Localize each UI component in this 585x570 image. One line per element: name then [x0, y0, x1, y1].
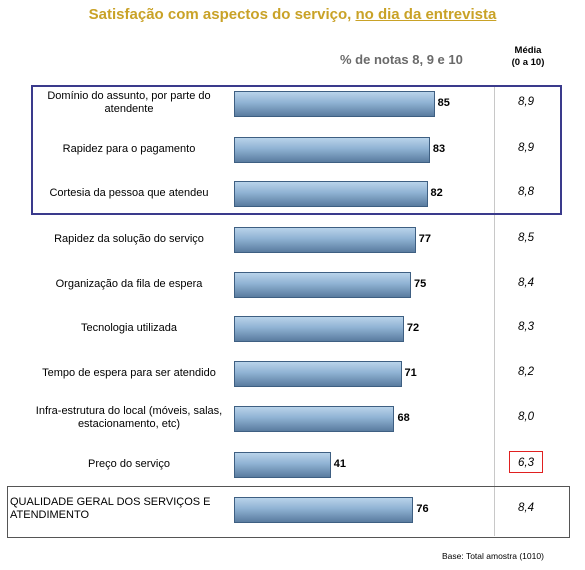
value-label: 41: [333, 458, 346, 470]
category-label: Tecnologia utilizada: [80, 322, 177, 334]
bar: [234, 91, 435, 117]
value-label: 82: [430, 187, 443, 199]
value-label: 85: [437, 97, 450, 109]
bar: [234, 406, 395, 432]
bar: [234, 361, 402, 387]
value-label: 71: [404, 367, 417, 379]
average-header-label: Média: [514, 45, 542, 56]
average-value: 8,8: [518, 186, 534, 198]
bar: [234, 452, 331, 478]
average-value: 8,9: [518, 96, 534, 108]
average-column-header: Média (0 a 10): [500, 45, 556, 69]
bar: [234, 181, 428, 207]
category-label: Cortesia da pessoa que atendeu: [49, 187, 209, 199]
category-label: Preço do serviço: [88, 458, 170, 470]
average-value: 8,2: [518, 366, 534, 378]
category-label: Tempo de espera para ser atendido: [42, 367, 216, 379]
bar: [234, 497, 414, 523]
value-label: 75: [414, 278, 427, 290]
chart-subtitle: % de notas 8, 9 e 10: [340, 52, 463, 67]
column-divider: [494, 85, 495, 536]
average-value: 8,9: [518, 142, 534, 154]
lowest-average-highlight: [509, 451, 543, 473]
bar: [234, 316, 404, 342]
value-label: 68: [397, 412, 410, 424]
category-label: Infra-estrutura do local (móveis, salas,…: [35, 405, 223, 430]
category-label: Domínio do assunto, por parte do atenden…: [47, 90, 211, 115]
category-label: Rapidez da solução do serviço: [54, 233, 204, 245]
category-label: Rapidez para o pagamento: [62, 143, 196, 155]
average-value: 8,3: [518, 321, 534, 333]
bar: [234, 227, 416, 253]
overall-quality-box: [7, 486, 570, 538]
category-label: QUALIDADE GERAL DOS SERVIÇOS E ATENDIMEN…: [10, 496, 211, 521]
average-value: 8,4: [518, 277, 534, 289]
category-label: Organização da fila de espera: [55, 278, 203, 290]
average-value: 8,4: [518, 502, 534, 514]
value-label: 83: [432, 143, 446, 155]
value-label: 72: [406, 322, 420, 334]
base-note: Base: Total amostra (1010): [442, 551, 544, 561]
bar: [234, 137, 430, 163]
average-value: 8,5: [518, 232, 534, 244]
chart-title: Satisfação com aspectos do serviço, no d…: [88, 6, 497, 23]
bar: [234, 272, 411, 298]
average-value: 6,3: [518, 457, 534, 469]
average-header-range: (0 a 10): [511, 57, 545, 68]
top-aspects-highlight-box: [31, 85, 562, 215]
value-label: 76: [416, 503, 429, 515]
average-value: 8,0: [518, 411, 534, 423]
value-label: 77: [418, 233, 431, 245]
